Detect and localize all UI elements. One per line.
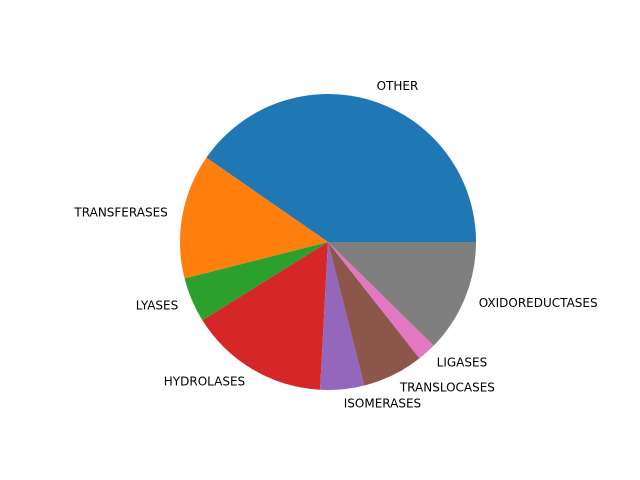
pie-label-other: OTHER <box>377 79 419 93</box>
pie-slice-hydrolases <box>202 242 328 390</box>
pie-label-isomerases: ISOMERASES <box>344 397 421 411</box>
pie-labels: OTHER TRANSFERASES LYASES HYDROLASES ISOMERA… <box>73 79 597 410</box>
pie-slice-translocases <box>328 242 420 386</box>
pie-label-transferases: TRANSFERASES <box>73 206 167 220</box>
pie-slice-transferases <box>179 157 328 279</box>
pie-slice-ligases <box>328 242 434 359</box>
pie-label-translocases: TRANSLOCASES <box>399 381 495 395</box>
pie-slice-isomerases <box>320 242 365 391</box>
pie-slices <box>179 94 476 391</box>
pie-label-ligases: LIGASES <box>437 356 488 370</box>
pie-label-oxidoreductases: OXIDOREDUCTASES <box>479 296 598 310</box>
pie-label-hydrolases: HYDROLASES <box>164 375 245 389</box>
pie-slice-oxidoreductases <box>328 242 476 346</box>
pie-label-lyases: LYASES <box>136 298 179 312</box>
pie-slice-lyases <box>184 242 328 321</box>
pie-slice-other <box>206 94 476 242</box>
